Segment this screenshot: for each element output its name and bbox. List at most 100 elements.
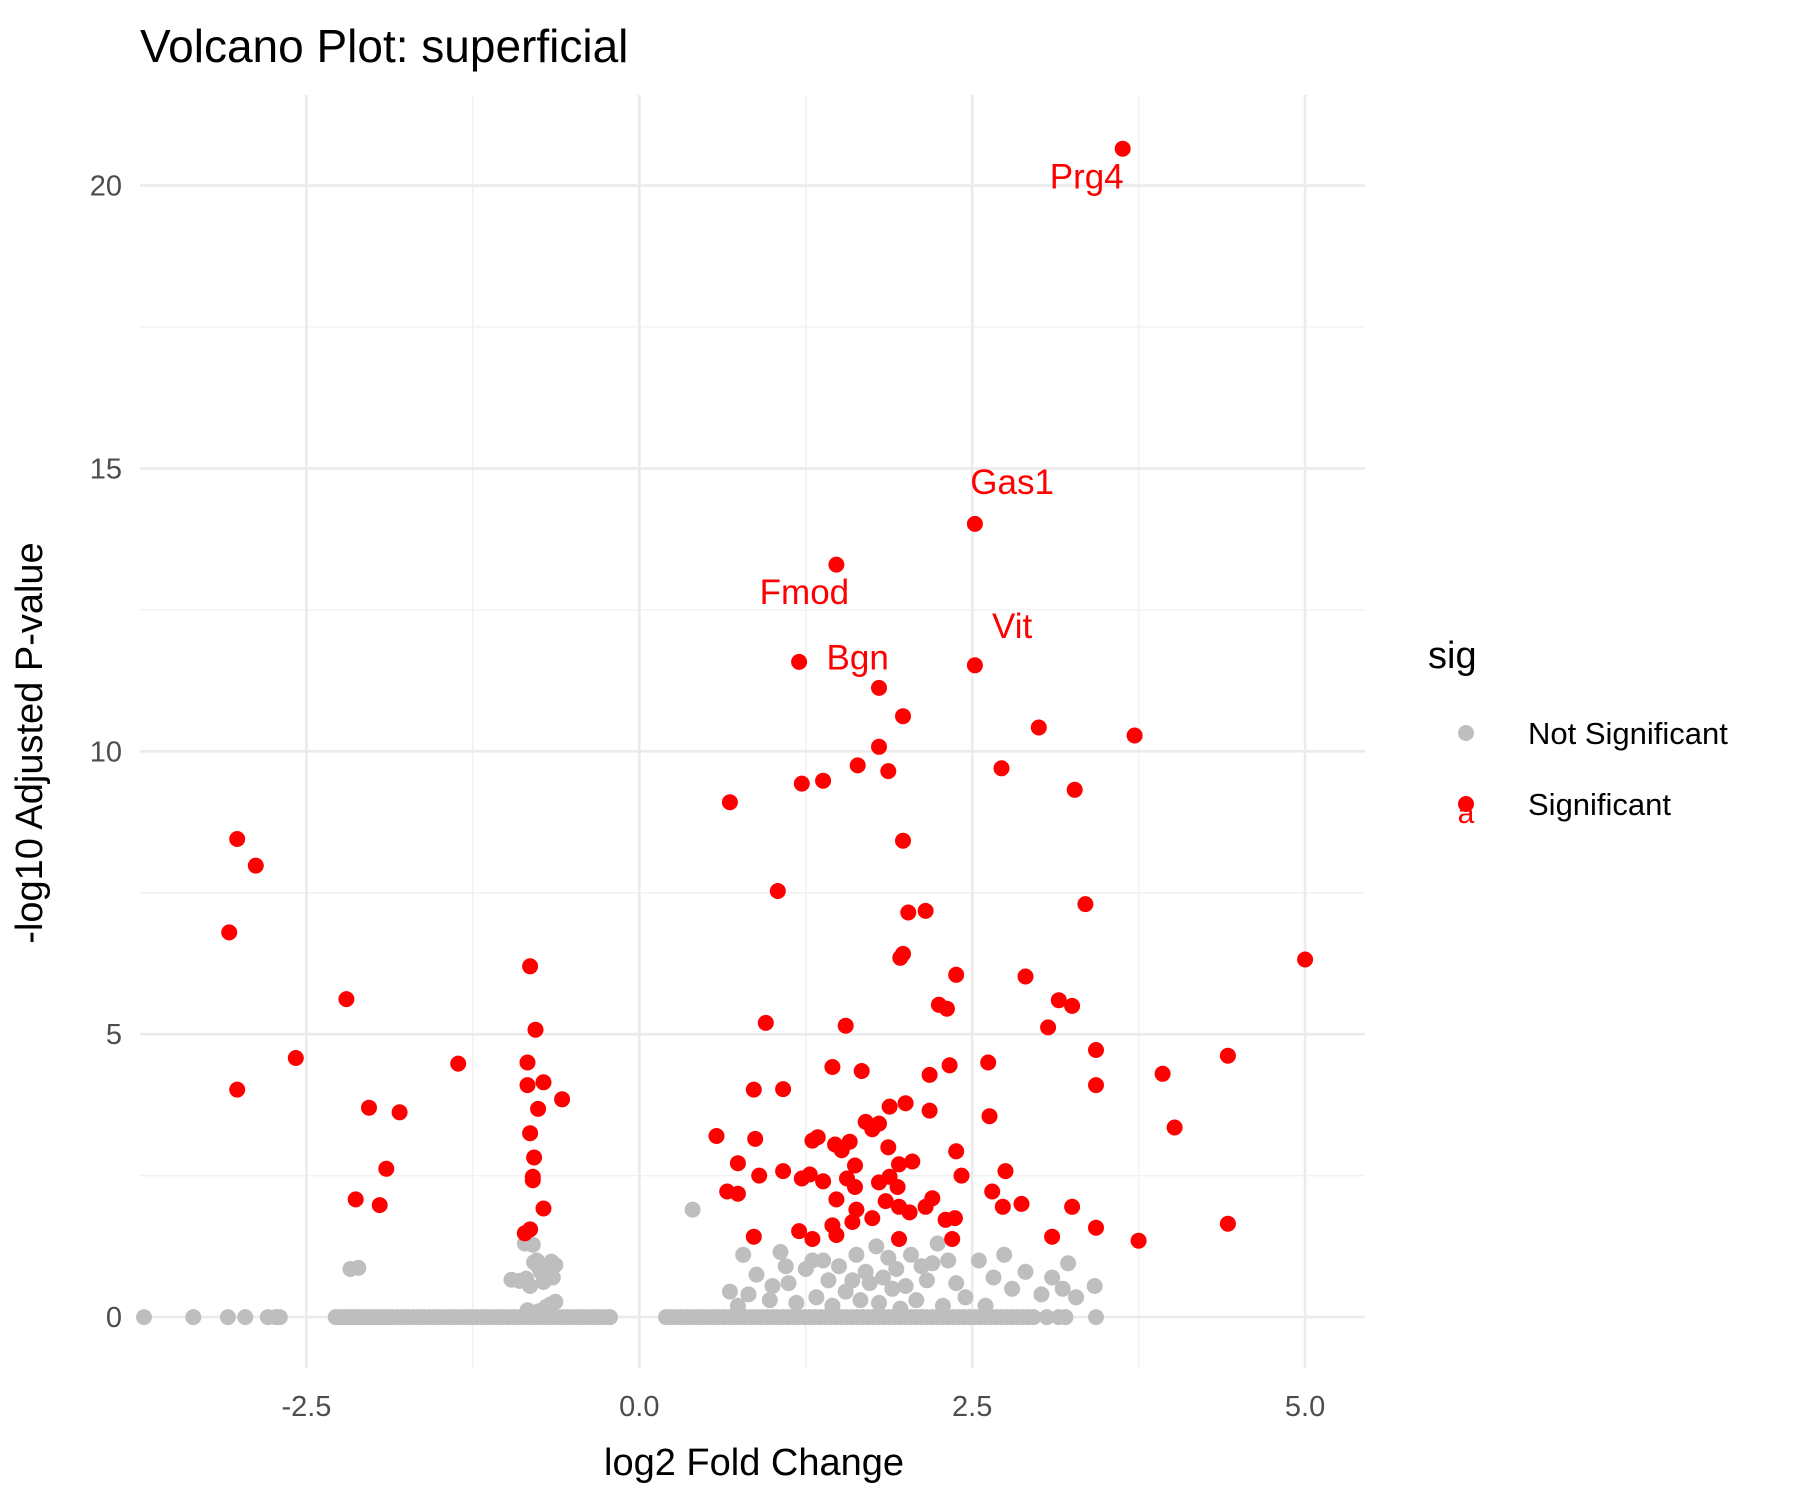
point-significant [801, 1166, 818, 1183]
point-significant [828, 1227, 845, 1243]
gene-label-prg4: Prg4 [1050, 157, 1124, 196]
legend-title: sig [1428, 635, 1477, 677]
point-significant [229, 831, 246, 847]
point-significant [361, 1099, 377, 1116]
point-significant [775, 1163, 792, 1180]
point-significant [993, 760, 1010, 777]
point-significant [729, 1185, 746, 1202]
point-significant [757, 1014, 774, 1031]
point-not-significant [824, 1297, 841, 1314]
point-significant [944, 1231, 961, 1247]
point-significant [804, 1231, 821, 1247]
point-significant [889, 1179, 906, 1195]
point-significant [864, 1121, 881, 1138]
point-significant [338, 991, 355, 1008]
point-not-significant [844, 1272, 861, 1289]
point-significant [347, 1191, 364, 1208]
point-not-significant [871, 1294, 887, 1311]
point-not-significant [940, 1252, 957, 1269]
legend-key-significant [1458, 796, 1474, 812]
point-significant [901, 1204, 918, 1221]
point-significant [917, 1198, 934, 1215]
point-significant [1219, 1047, 1236, 1064]
point-significant [844, 1214, 861, 1230]
legend: sig Not Significant a Significant [1428, 635, 1728, 830]
point-significant [904, 1153, 921, 1170]
point-significant [378, 1160, 395, 1177]
point-significant [871, 679, 887, 696]
point-not-significant [237, 1309, 254, 1326]
point-not-significant [547, 1293, 564, 1310]
point-not-significant [735, 1246, 752, 1263]
point-significant [864, 1210, 881, 1227]
point-significant [535, 1200, 552, 1217]
point-significant [1219, 1215, 1236, 1232]
point-significant [824, 1059, 841, 1075]
point-significant [981, 1108, 998, 1125]
point-not-significant [522, 1278, 539, 1294]
point-not-significant [788, 1294, 805, 1311]
gene-label-fmod: Fmod [760, 573, 849, 612]
point-significant [791, 1223, 808, 1240]
point-significant [980, 1054, 997, 1071]
point-significant [921, 1102, 938, 1119]
point-not-significant [1060, 1255, 1077, 1272]
point-not-significant [868, 1238, 885, 1255]
point-significant [1297, 951, 1314, 968]
point-not-significant [875, 1269, 891, 1286]
x-axis-ticks: -2.5 0.0 2.5 5.0 [281, 1391, 1325, 1423]
point-significant [948, 966, 965, 983]
point-not-significant [684, 1201, 701, 1218]
point-significant [751, 1167, 768, 1184]
point-significant [966, 515, 983, 532]
point-not-significant [934, 1297, 951, 1314]
point-significant [1064, 997, 1081, 1014]
point-not-significant [996, 1246, 1013, 1263]
point-not-significant [547, 1257, 564, 1273]
chart-title: Volcano Plot: superficial [140, 20, 628, 72]
gene-label-bgn: Bgn [827, 638, 889, 677]
point-significant [745, 1228, 762, 1245]
gene-labels: Prg4 Gas1 Fmod Vit Bgn [760, 157, 1124, 677]
point-significant [708, 1128, 725, 1144]
point-significant [917, 902, 934, 919]
point-not-significant [772, 1244, 789, 1260]
point-not-significant [729, 1297, 746, 1314]
x-tick-label: 2.5 [952, 1391, 992, 1423]
point-significant [775, 1081, 792, 1098]
point-significant [880, 763, 897, 780]
x-axis-title: log2 Fold Change [604, 1442, 904, 1484]
point-not-significant [831, 1258, 847, 1275]
point-not-significant [808, 1289, 825, 1306]
point-significant [994, 1198, 1011, 1215]
point-not-significant [350, 1259, 367, 1276]
point-significant [554, 1091, 571, 1108]
point-significant [828, 556, 845, 573]
point-not-significant [820, 1272, 837, 1289]
point-not-significant [929, 1235, 946, 1252]
point-significant [848, 1201, 865, 1218]
point-not-significant [948, 1275, 965, 1292]
point-significant [1066, 781, 1083, 798]
point-significant [371, 1197, 388, 1214]
point-significant [941, 1057, 958, 1074]
point-significant [229, 1081, 246, 1098]
grid [140, 95, 1365, 1368]
point-significant [895, 708, 911, 725]
point-significant [791, 653, 808, 670]
point-significant [871, 738, 887, 755]
data-points [136, 140, 1314, 1326]
point-not-significant [977, 1297, 994, 1314]
point-significant [535, 1074, 552, 1091]
point-significant [849, 757, 866, 774]
y-axis-ticks: 0 5 10 15 20 [90, 171, 122, 1335]
point-significant [522, 958, 539, 975]
point-significant [880, 1139, 897, 1156]
legend-key-not-significant [1458, 725, 1474, 741]
point-significant [1088, 1077, 1104, 1094]
point-significant [984, 1183, 1001, 1200]
point-significant [1166, 1119, 1183, 1136]
point-significant [524, 1172, 541, 1189]
point-significant [745, 1081, 762, 1098]
point-not-significant [918, 1272, 935, 1289]
